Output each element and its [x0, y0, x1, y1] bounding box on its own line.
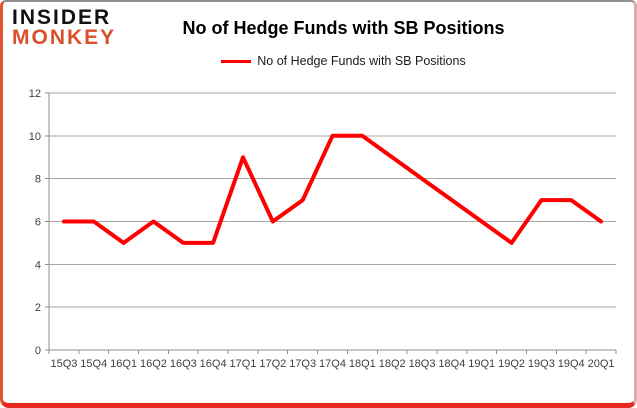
x-tick-label: 17Q1: [230, 358, 257, 370]
x-tick-label: 16Q3: [170, 358, 197, 370]
y-tick-label: 8: [35, 174, 41, 186]
y-tick-label: 10: [29, 131, 41, 143]
x-tick-label: 18Q4: [438, 358, 465, 370]
y-tick-label: 2: [35, 302, 41, 314]
x-tick-label: 16Q4: [200, 358, 227, 370]
x-tick-label: 15Q3: [50, 358, 77, 370]
x-tick-label: 18Q3: [409, 358, 436, 370]
legend-line-swatch: [221, 59, 252, 63]
insider-monkey-logo: INSIDER MONKEY: [12, 6, 117, 49]
legend: No of Hedge Funds with SB Positions: [53, 54, 634, 68]
x-tick-label: 17Q4: [319, 358, 346, 370]
x-tick-label: 19Q2: [498, 358, 525, 370]
x-tick-label: 18Q2: [379, 358, 406, 370]
series-line: [61, 133, 604, 245]
x-tick-label: 19Q1: [468, 358, 495, 370]
x-tick-label: 17Q3: [289, 358, 316, 370]
x-tick-label: 17Q2: [259, 358, 286, 370]
x-tick-label: 20Q1: [588, 358, 615, 370]
x-tick-label: 19Q4: [558, 358, 585, 370]
x-tick-label: 15Q4: [80, 358, 107, 370]
y-tick-label: 0: [35, 345, 41, 357]
y-tick-label: 4: [35, 259, 41, 271]
logo-line-insider: INSIDER: [12, 6, 112, 29]
chart-header: No of Hedge Funds with SB Positions No o…: [53, 2, 634, 68]
chart-title: No of Hedge Funds with SB Positions: [182, 18, 505, 38]
x-tick-label: 18Q1: [349, 358, 376, 370]
y-tick-label: 12: [29, 88, 41, 100]
x-tick-label: 19Q3: [528, 358, 555, 370]
x-tick-label: 16Q2: [140, 358, 167, 370]
logo-line-monkey: MONKEY: [12, 25, 117, 49]
legend-label: No of Hedge Funds with SB Positions: [257, 54, 466, 68]
y-tick-label: 6: [35, 217, 41, 229]
x-tick-label: 16Q1: [110, 358, 137, 370]
